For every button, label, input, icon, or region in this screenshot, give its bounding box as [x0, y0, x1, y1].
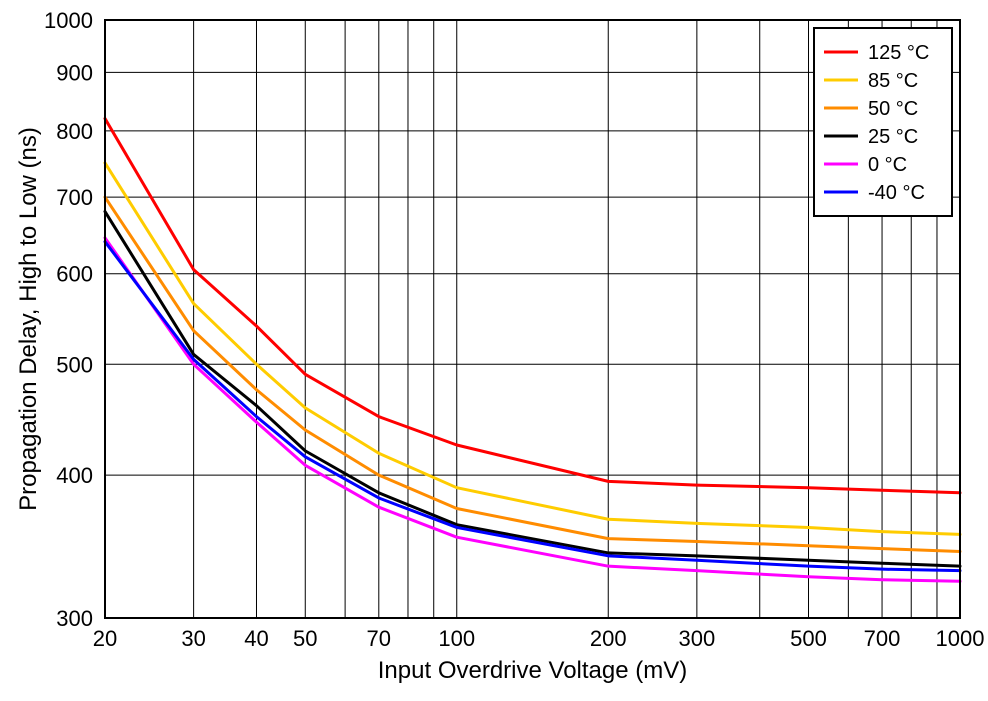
y-tick-label: 1000	[44, 8, 93, 33]
x-tick-label: 50	[293, 626, 317, 651]
y-tick-label: 500	[56, 352, 93, 377]
x-tick-label: 1000	[936, 626, 985, 651]
x-tick-label: 300	[679, 626, 716, 651]
legend-label: 50 °C	[868, 98, 918, 120]
chart-container: 20 30 40 50 70 100 200 300 500 700 1000 300 400 500 60…	[0, 0, 988, 701]
x-tick-label: 500	[790, 626, 827, 651]
legend-label: 25 °C	[868, 126, 918, 148]
y-tick-label: 800	[56, 119, 93, 144]
x-tick-label: 700	[864, 626, 901, 651]
legend-label: 85 °C	[868, 70, 918, 92]
x-tick-label: 200	[590, 626, 627, 651]
y-tick-label: 700	[56, 185, 93, 210]
x-axis-label: Input Overdrive Voltage (mV)	[378, 657, 687, 684]
x-tick-label: 40	[244, 626, 268, 651]
x-tick-label: 30	[181, 626, 205, 651]
y-tick-label: 900	[56, 60, 93, 85]
y-tick-label: 600	[56, 262, 93, 287]
legend-label: 0 °C	[868, 154, 907, 176]
x-tick-label: 70	[367, 626, 391, 651]
y-axis-label: Propagation Delay, High to Low (ns)	[15, 127, 42, 511]
legend: 125 °C 85 °C 50 °C 25 °C 0 °C -40 °C	[814, 28, 952, 216]
legend-label: 125 °C	[868, 42, 929, 64]
legend-label: -40 °C	[868, 182, 925, 204]
x-tick-label: 20	[93, 626, 117, 651]
y-tick-label: 300	[56, 606, 93, 631]
x-tick-label: 100	[438, 626, 475, 651]
propagation-delay-chart: 20 30 40 50 70 100 200 300 500 700 1000 300 400 500 60…	[0, 0, 988, 701]
y-tick-label: 400	[56, 463, 93, 488]
